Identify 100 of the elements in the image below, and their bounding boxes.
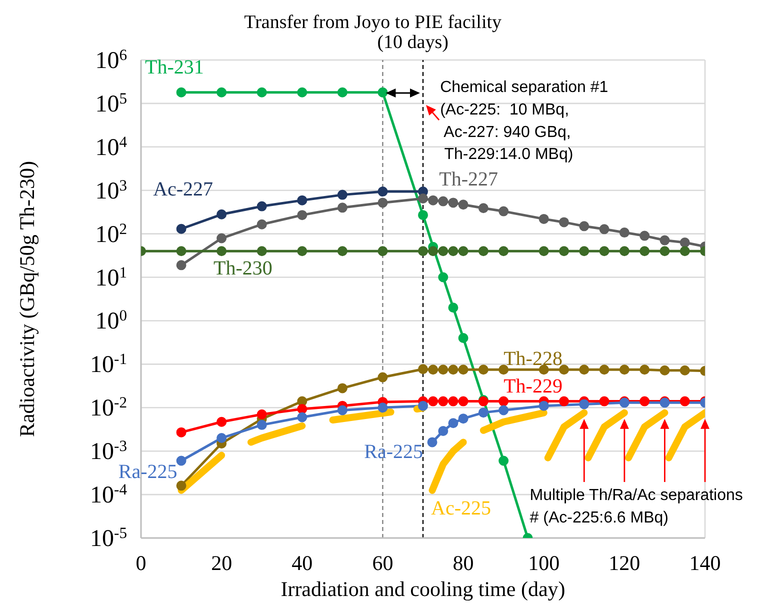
point xyxy=(297,87,308,98)
point xyxy=(176,456,186,466)
point xyxy=(256,246,267,256)
point xyxy=(680,246,690,256)
point xyxy=(216,416,227,427)
point xyxy=(538,214,549,224)
point xyxy=(418,246,428,256)
y-tick-label: 10$^{-2}$ xyxy=(90,394,127,422)
x-tick-label: 100 xyxy=(528,551,560,575)
point xyxy=(337,246,348,256)
point xyxy=(216,209,227,220)
point xyxy=(418,210,428,220)
point xyxy=(216,433,227,444)
point xyxy=(478,408,488,418)
point xyxy=(458,246,468,256)
point xyxy=(438,246,448,256)
point xyxy=(559,364,569,375)
y-tick-label: 10$^{4}$ xyxy=(95,133,128,161)
point xyxy=(660,235,670,246)
point xyxy=(599,364,610,375)
series-label: Ac-225 xyxy=(431,498,492,520)
x-tick-label: 80 xyxy=(452,551,474,575)
point xyxy=(297,195,308,206)
x-tick-label: 0 xyxy=(136,551,146,575)
point xyxy=(538,246,549,256)
point xyxy=(680,238,690,248)
point xyxy=(297,210,308,220)
point xyxy=(680,396,690,406)
y-tick-label: 10$^{-1}$ xyxy=(90,350,127,378)
point xyxy=(559,396,569,406)
point xyxy=(498,246,509,256)
point xyxy=(256,409,267,420)
point xyxy=(438,272,448,282)
point xyxy=(619,228,630,238)
point xyxy=(378,372,388,382)
point xyxy=(428,364,438,375)
point xyxy=(428,396,438,406)
point xyxy=(176,224,186,234)
point xyxy=(498,396,509,406)
point xyxy=(498,456,509,466)
point xyxy=(579,399,590,410)
chart-title: Transfer from Joyo to PIE facility xyxy=(244,12,502,33)
text: (10 days) xyxy=(377,32,448,53)
point xyxy=(458,364,468,375)
point xyxy=(176,87,186,98)
point xyxy=(559,246,569,256)
point xyxy=(378,246,388,256)
y-tick-label: 10$^{3}$ xyxy=(95,176,128,204)
point xyxy=(538,364,549,375)
point xyxy=(448,246,458,256)
series-label: Th-228 xyxy=(504,348,562,370)
point xyxy=(448,418,458,428)
point xyxy=(579,246,590,256)
y-tick-label: 10$^{5}$ xyxy=(95,90,128,118)
point xyxy=(378,87,388,98)
point xyxy=(448,364,458,375)
y-tick-label: 10$^{-5}$ xyxy=(90,524,128,552)
point xyxy=(176,246,186,256)
point xyxy=(538,400,549,411)
point xyxy=(448,302,458,313)
point xyxy=(498,405,509,416)
point xyxy=(640,396,650,406)
point xyxy=(478,246,488,256)
point xyxy=(640,246,650,256)
point xyxy=(458,396,468,406)
y-tick-label: 10$^{1}$ xyxy=(95,264,127,292)
series-label: Th-230 xyxy=(214,257,272,280)
point xyxy=(438,396,448,406)
point xyxy=(256,219,267,230)
series-label: Th-229 xyxy=(504,376,562,398)
point xyxy=(619,364,630,375)
point xyxy=(619,246,630,256)
y-axis-title: Radioactivity (GBq/50g Th-230) xyxy=(15,160,39,438)
point xyxy=(337,383,348,394)
point xyxy=(448,396,458,406)
point xyxy=(176,260,186,270)
y-tick-label: 10$^{6}$ xyxy=(95,46,128,74)
point xyxy=(256,201,267,212)
point xyxy=(478,364,488,375)
point xyxy=(176,480,186,491)
x-tick-label: 60 xyxy=(372,551,394,575)
point xyxy=(599,396,610,406)
point xyxy=(337,87,348,98)
point xyxy=(378,198,388,208)
point xyxy=(378,186,388,197)
point xyxy=(418,400,428,411)
point xyxy=(297,246,308,256)
point xyxy=(428,195,438,206)
point xyxy=(660,246,670,256)
point xyxy=(438,364,448,375)
point xyxy=(438,426,448,436)
point xyxy=(427,437,438,448)
point xyxy=(640,364,650,375)
annotation: Chemical separation #1 (Ac-225: 10 MBq, Ac-227: 940 GBq, Th-229:14.0 MBq) xyxy=(440,79,608,164)
point xyxy=(599,224,610,234)
point xyxy=(458,200,468,210)
point xyxy=(478,203,488,214)
point xyxy=(458,333,468,344)
point xyxy=(256,420,267,430)
point xyxy=(428,246,438,256)
